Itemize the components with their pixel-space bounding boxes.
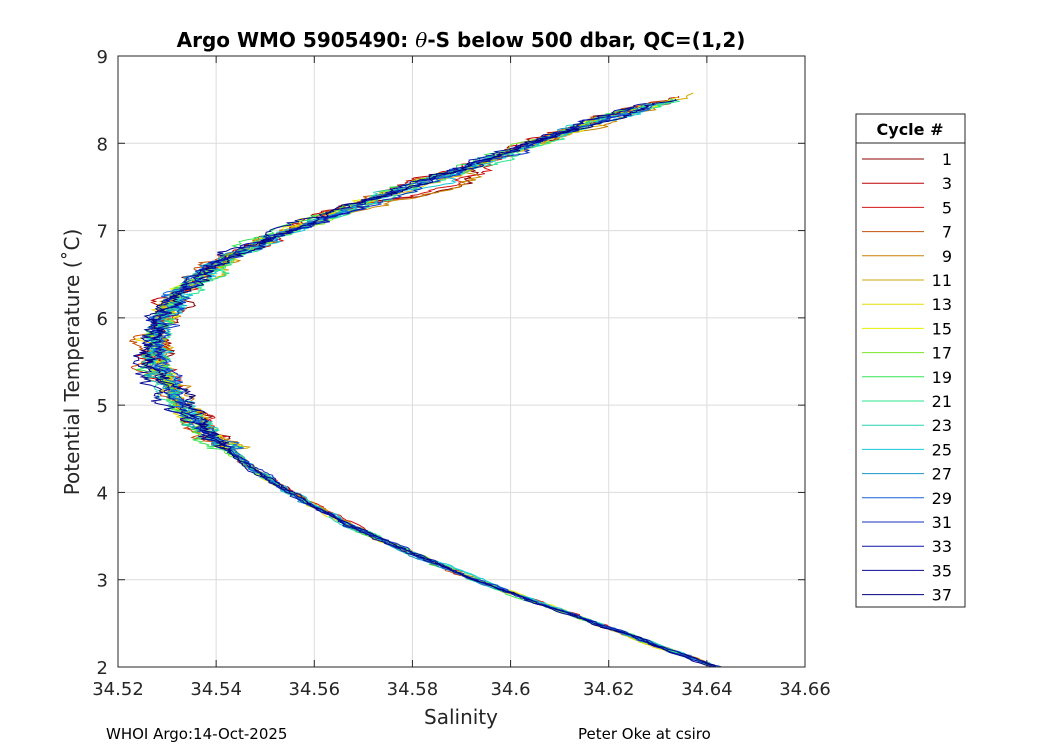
legend-label: 33	[932, 537, 952, 556]
y-tick-label: 4	[97, 483, 108, 504]
legend-label: 35	[932, 561, 952, 580]
y-tick-label: 5	[97, 396, 108, 417]
legend-label: 1	[942, 150, 952, 169]
x-tick-label: 34.6	[491, 679, 531, 700]
legend-label: 31	[932, 513, 952, 532]
legend-label: 13	[932, 295, 952, 314]
legend-label: 9	[942, 247, 952, 266]
series-line-cycle-37	[139, 98, 716, 667]
y-tick-label: 8	[97, 134, 108, 155]
legend-label: 27	[932, 465, 952, 484]
y-axis-label: Potential Temperature (˚C)	[60, 229, 84, 496]
x-tick-label: 34.54	[190, 679, 242, 700]
legend-label: 11	[932, 271, 952, 290]
x-tick-label: 34.56	[289, 679, 341, 700]
legend-box	[855, 113, 966, 608]
x-tick-label: 34.52	[92, 679, 144, 700]
legend-label: 15	[932, 319, 952, 338]
x-tick-label: 34.64	[681, 679, 733, 700]
x-axis-label: Salinity	[424, 705, 498, 729]
legend-label: 29	[932, 489, 952, 508]
legend-label: 25	[932, 440, 952, 459]
legend-label: 7	[942, 223, 952, 242]
y-tick-label: 6	[97, 309, 108, 330]
chart-title-theta: θ	[415, 28, 427, 52]
series-line-cycle-25	[145, 99, 720, 667]
chart-title-before: Argo WMO 5905490:	[177, 28, 416, 52]
series-lines	[129, 92, 722, 667]
legend-label: 3	[942, 174, 952, 193]
x-tick-label: 34.66	[779, 679, 831, 700]
legend-label: 23	[932, 416, 952, 435]
x-tick-labels: 34.52 34.54 34.56 34.58 34.6 34.62 34.64 34.66	[92, 679, 831, 700]
x-tick-label: 34.62	[583, 679, 635, 700]
y-tick-label: 2	[97, 658, 108, 679]
legend-label: 37	[932, 586, 952, 605]
y-tick-label: 9	[97, 47, 108, 68]
plot-background	[118, 56, 805, 667]
footer-author: Peter Oke at csiro	[578, 725, 711, 743]
legend-label: 17	[932, 344, 952, 363]
y-tick-labels: 2 3 4 5 6 7 8 9	[97, 47, 108, 679]
legend-label: 21	[932, 392, 952, 411]
legend: Cycle # 13579111315171921232527293133353…	[855, 113, 966, 608]
y-tick-label: 7	[97, 222, 108, 243]
legend-label: 5	[942, 198, 952, 217]
x-tick-label: 34.58	[387, 679, 439, 700]
axes-frame	[117, 55, 806, 668]
footer-source: WHOI Argo:14-Oct-2025	[106, 725, 288, 743]
legend-title: Cycle #	[877, 120, 944, 139]
y-tick-label: 3	[97, 571, 108, 592]
plot-area	[117, 55, 806, 668]
chart-title: Argo WMO 5905490: θ-S below 500 dbar, QC…	[177, 28, 746, 52]
legend-label: 19	[932, 368, 952, 387]
chart-title-after: -S below 500 dbar, QC=(1,2)	[427, 28, 745, 52]
